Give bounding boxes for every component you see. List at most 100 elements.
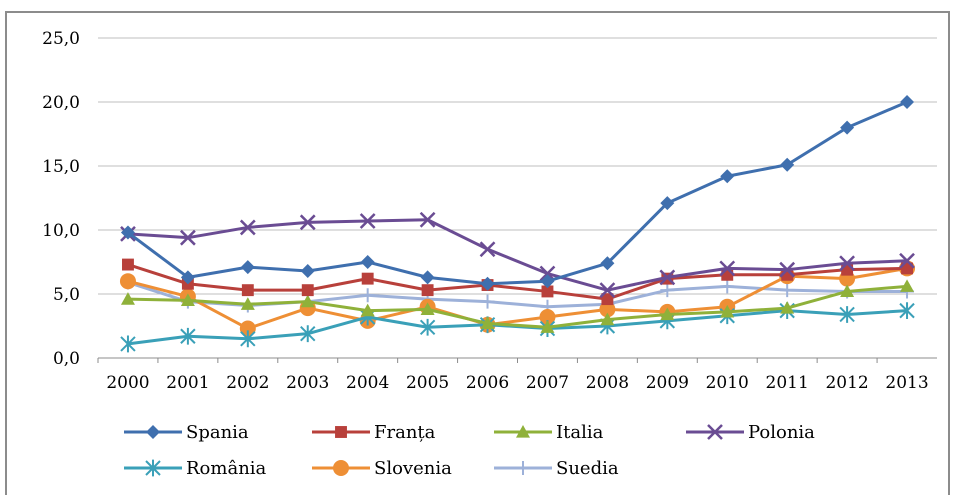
data-point	[599, 301, 616, 318]
y-tick-label: 10,0	[42, 221, 80, 241]
data-point	[120, 225, 135, 240]
data-point	[720, 304, 735, 318]
legend-entry: Slovenia	[312, 458, 452, 479]
x-tick-label: 2005	[406, 373, 449, 393]
legend-entry: Spania	[124, 422, 249, 443]
x-tick-label: 2010	[706, 373, 749, 393]
data-point	[480, 294, 495, 309]
data-point	[600, 256, 615, 271]
x-tick-label: 2012	[825, 373, 868, 393]
data-point	[540, 274, 555, 289]
data-point	[120, 292, 135, 305]
data-point	[301, 284, 314, 297]
data-point	[479, 241, 496, 258]
y-tick-label: 15,0	[42, 157, 80, 177]
series-line	[127, 266, 908, 331]
x-tick-label: 2003	[286, 373, 329, 393]
legend-label: România	[186, 458, 267, 479]
series-line	[127, 100, 908, 286]
legend-entry: Franța	[312, 422, 436, 443]
y-tick-label: 5,0	[53, 285, 80, 305]
data-point	[839, 255, 855, 272]
data-point	[180, 229, 196, 246]
data-point	[841, 263, 854, 276]
data-point	[900, 95, 915, 109]
data-point	[721, 268, 734, 281]
legend-entry: Polonia	[686, 422, 815, 443]
data-point	[899, 252, 915, 269]
legend-label: Italia	[556, 422, 604, 443]
data-point	[901, 262, 913, 275]
data-point	[840, 120, 855, 135]
y-tick-label: 0,0	[53, 349, 80, 369]
data-point	[480, 316, 495, 330]
data-point	[660, 307, 675, 321]
y-tick-label: 25,0	[42, 29, 80, 49]
series-line	[127, 284, 908, 329]
data-point	[719, 260, 736, 277]
data-point	[360, 303, 375, 317]
data-point	[780, 283, 795, 298]
data-point	[599, 282, 616, 299]
x-tick-label: 2008	[586, 373, 629, 393]
data-point	[840, 284, 855, 298]
data-point	[360, 288, 375, 303]
data-point	[419, 318, 436, 336]
legend-label: Spania	[186, 422, 249, 443]
data-point	[239, 219, 256, 236]
data-point	[600, 312, 615, 326]
data-point	[240, 260, 255, 275]
legend-label: Polonia	[748, 422, 815, 443]
legend-entry: Suedia	[494, 458, 619, 479]
data-point	[660, 196, 675, 211]
data-point	[122, 258, 134, 271]
data-point	[300, 325, 316, 343]
data-point	[781, 268, 794, 281]
data-point	[540, 320, 555, 333]
chart-frame	[5, 11, 950, 495]
series-line	[127, 218, 908, 292]
data-point	[420, 302, 435, 315]
data-point	[180, 327, 196, 345]
x-tick-label: 2009	[646, 373, 689, 393]
data-point	[780, 157, 795, 172]
data-point	[300, 263, 315, 278]
data-point	[180, 293, 195, 306]
legend-marker	[145, 459, 161, 477]
legend-entry: România	[124, 458, 267, 479]
legend-label: Slovenia	[374, 458, 452, 479]
y-axis-ticks: 0,0 5,0 10,0 15,0 20,0 25,0	[42, 29, 80, 369]
x-tick-label: 2000	[106, 373, 149, 393]
series-0	[120, 95, 915, 291]
x-axis-ticks: 2000 2001 2002 2003 2004 2005 2006 2007 2008 2009…	[97, 358, 929, 393]
data-point	[780, 301, 795, 314]
legend-marker	[707, 424, 723, 440]
data-point	[900, 279, 915, 292]
legend-label: Franța	[374, 422, 436, 443]
x-tick-label: 2006	[466, 373, 509, 393]
legend-marker	[333, 460, 349, 476]
series-line	[127, 263, 908, 301]
y-tick-label: 20,0	[42, 93, 80, 113]
data-point	[539, 265, 556, 282]
legend-label: Suedia	[556, 458, 619, 479]
legend-marker	[516, 461, 530, 475]
data-point	[360, 255, 375, 269]
data-point	[541, 285, 554, 298]
x-tick-label: 2002	[226, 373, 269, 393]
data-point	[779, 261, 796, 278]
data-point	[601, 293, 614, 306]
series-3	[120, 211, 915, 299]
data-point	[480, 276, 495, 291]
data-point	[660, 283, 675, 298]
data-point	[240, 297, 255, 310]
x-tick-label: 2001	[166, 373, 209, 393]
data-point	[119, 273, 136, 290]
data-point	[240, 330, 256, 348]
data-point	[420, 270, 435, 285]
data-point	[659, 269, 676, 286]
legend-entry: Italia	[494, 422, 604, 443]
data-point	[720, 279, 735, 294]
x-tick-label: 2004	[346, 373, 389, 393]
